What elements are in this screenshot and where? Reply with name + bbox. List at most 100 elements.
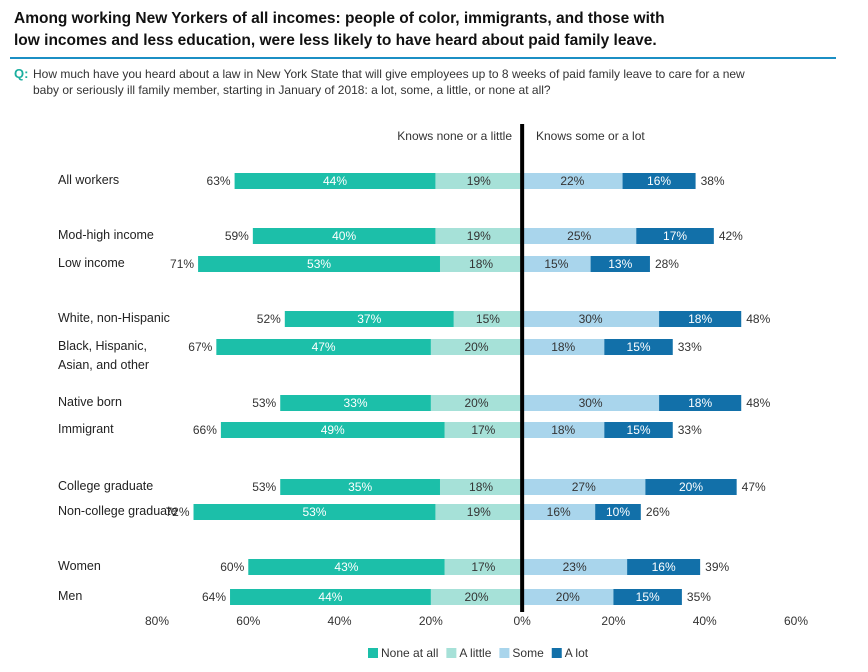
- bar-segment: [284, 311, 454, 327]
- bar-segment: [522, 504, 596, 520]
- bar-label: 20%: [556, 590, 580, 604]
- category-label: Native born: [58, 395, 122, 409]
- bar-label: 20%: [679, 480, 703, 494]
- bar-label: 49%: [321, 423, 345, 437]
- total-label: 71%: [170, 257, 194, 271]
- bar-segment: [234, 173, 436, 189]
- x-tick-label: 60%: [236, 614, 260, 628]
- bar-segment: [522, 173, 623, 189]
- total-label: 53%: [252, 396, 276, 410]
- bar-label: 19%: [467, 174, 491, 188]
- bar-segment: [216, 339, 431, 355]
- bar-segment: [444, 559, 523, 575]
- bar-label: 23%: [563, 560, 587, 574]
- legend-label: Some: [512, 646, 544, 660]
- bar-segment: [522, 422, 605, 438]
- bar-label: 19%: [467, 505, 491, 519]
- bar-segment: [198, 256, 440, 272]
- bar-segment: [280, 479, 440, 495]
- bar-segment: [430, 339, 523, 355]
- legend-swatch: [499, 648, 510, 658]
- total-label: 33%: [678, 340, 702, 354]
- bar-segment: [645, 479, 737, 495]
- bar-label: 53%: [302, 505, 326, 519]
- bar-segment: [522, 559, 628, 575]
- bar-segment: [522, 339, 605, 355]
- total-label: 63%: [207, 174, 231, 188]
- bar-label: 18%: [688, 396, 712, 410]
- total-label: 28%: [655, 257, 679, 271]
- legend-swatch: [368, 648, 378, 658]
- bar-label: 53%: [307, 257, 331, 271]
- legend-swatch: [551, 648, 562, 658]
- total-label: 60%: [220, 560, 244, 574]
- bar-label: 15%: [476, 312, 500, 326]
- total-label: 48%: [746, 312, 770, 326]
- bar-label: 18%: [551, 340, 575, 354]
- bar-segment: [248, 559, 445, 575]
- x-tick-label: 40%: [328, 614, 352, 628]
- bar-label: 20%: [464, 396, 488, 410]
- bar-label: 18%: [551, 423, 575, 437]
- bar-label: 15%: [636, 590, 660, 604]
- bar-segment: [595, 504, 641, 520]
- bar-label: 15%: [627, 423, 651, 437]
- bar-segment: [522, 589, 614, 605]
- category-label: Black, Hispanic, Asian, and other: [58, 339, 150, 372]
- left-heading: Knows none or a little: [397, 129, 512, 143]
- category-label: Non-college graduate: [58, 504, 178, 518]
- bar-label: 47%: [312, 340, 336, 354]
- category-label: Mod-high income: [58, 228, 154, 242]
- category-label: All workers: [58, 173, 120, 187]
- bar-segment: [435, 173, 523, 189]
- bar-segment: [280, 395, 431, 411]
- x-tick-label: 40%: [693, 614, 717, 628]
- bar-label: 30%: [579, 312, 603, 326]
- bar-label: 13%: [608, 257, 632, 271]
- bar-segment: [435, 504, 523, 520]
- bar-segment: [220, 422, 445, 438]
- bar-segment: [590, 256, 650, 272]
- bar-label: 22%: [560, 174, 584, 188]
- bar-segment: [430, 395, 523, 411]
- x-tick-label: 0%: [513, 614, 531, 628]
- bar-segment: [522, 256, 591, 272]
- total-label: 52%: [257, 312, 281, 326]
- right-heading: Knows some or a lot: [536, 129, 645, 143]
- legend-swatch: [446, 648, 457, 658]
- category-label: Low income: [58, 256, 125, 270]
- bar-label: 19%: [467, 229, 491, 243]
- x-tick-label: 20%: [419, 614, 443, 628]
- total-label: 72%: [165, 505, 189, 519]
- bar-label: 15%: [627, 340, 651, 354]
- category-label: College graduate: [58, 479, 154, 493]
- total-label: 39%: [705, 560, 729, 574]
- total-label: 38%: [701, 174, 725, 188]
- total-label: 53%: [252, 480, 276, 494]
- bar-label: 35%: [348, 480, 372, 494]
- total-label: 47%: [742, 480, 766, 494]
- x-tick-label: 60%: [784, 614, 808, 628]
- legend-label: None at all: [381, 646, 438, 660]
- bar-segment: [604, 339, 673, 355]
- bar-label: 18%: [469, 480, 493, 494]
- bar-label: 18%: [469, 257, 493, 271]
- bar-segment: [230, 589, 431, 605]
- bar-label: 17%: [471, 423, 495, 437]
- total-label: 42%: [719, 229, 743, 243]
- bar-label: 30%: [579, 396, 603, 410]
- legend-label: A lot: [565, 646, 589, 660]
- bar-label: 15%: [544, 257, 568, 271]
- bar-segment: [659, 395, 742, 411]
- category-label: Men: [58, 589, 83, 603]
- bar-label: 37%: [357, 312, 381, 326]
- bar-label: 16%: [547, 505, 571, 519]
- bar-segment: [435, 228, 523, 244]
- x-tick-label: 20%: [601, 614, 625, 628]
- bar-label: 27%: [572, 480, 596, 494]
- bar-segment: [627, 559, 701, 575]
- total-label: 48%: [746, 396, 770, 410]
- bar-label: 20%: [464, 340, 488, 354]
